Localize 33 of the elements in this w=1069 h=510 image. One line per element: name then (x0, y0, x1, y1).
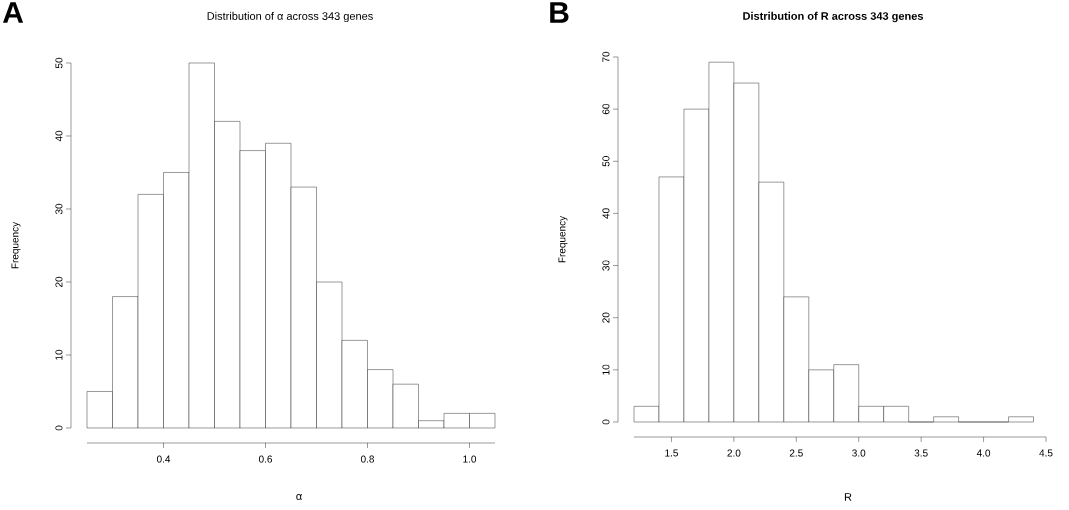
y-tick-label: 50 (55, 57, 63, 69)
y-tick-label: 10 (602, 364, 610, 375)
x-axis-title: R (844, 493, 852, 501)
x-tick-label: 4.5 (1039, 449, 1053, 457)
text: B (550, 2, 569, 23)
chart-title: Distribution of R across 343 genes (743, 11, 923, 23)
y-tick-label: 70 (602, 51, 610, 63)
y-tick-label: 10 (55, 349, 63, 360)
text: A (2, 2, 24, 23)
y-tick-label: 0 (602, 419, 610, 425)
x-tick-label: 0.6 (258, 455, 273, 463)
y-tick-label: 0 (55, 425, 63, 431)
x-tick-label: 3.5 (914, 449, 928, 457)
y-tick-label: 60 (602, 103, 610, 115)
x-axis-title: α (296, 493, 302, 500)
x-tick-label: 1.5 (665, 449, 678, 457)
x-tick-label: 0.8 (360, 455, 375, 463)
y-tick-label: 20 (55, 276, 63, 288)
y-axis-title: Frequency (11, 221, 21, 269)
y-axis-title: Frequency (558, 215, 568, 263)
y-tick-label: 20 (602, 312, 610, 323)
x-tick-label: 0.4 (156, 455, 171, 463)
chart-title: Distribution of α across 343 genes (207, 11, 373, 23)
x-tick-label: 2.0 (727, 449, 741, 457)
y-tick-label: 40 (55, 130, 63, 142)
y-tick-label: 50 (602, 156, 610, 167)
y-tick-label: 40 (602, 208, 610, 219)
y-tick-label: 30 (55, 203, 63, 215)
x-tick-label: 1.0 (463, 455, 477, 463)
x-tick-label: 2.5 (789, 449, 803, 457)
y-tick-label: 30 (602, 260, 610, 271)
x-tick-label: 4.0 (976, 449, 991, 457)
x-tick-label: 3.0 (852, 449, 866, 457)
